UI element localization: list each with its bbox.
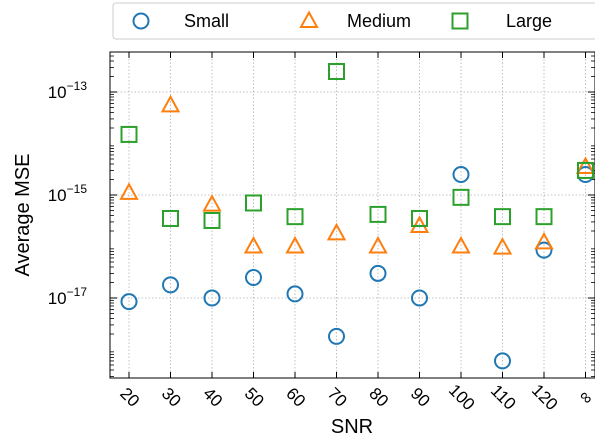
small-point [494,352,511,370]
legend-label-large: Large [506,11,552,31]
x-axis: 20 30 40 50 60 70 80 90 100 110 120 ∞ [116,52,595,414]
data-points [119,63,595,370]
x-tick-label: 30 [158,384,185,411]
legend: Small Medium Large [112,2,595,40]
medium-point [119,182,139,200]
large-point [120,125,138,143]
y-axis-title: Average MSE [12,153,34,276]
legend-label-small: Small [184,11,229,31]
medium-point [160,94,181,113]
x-tick-label: 20 [116,384,143,411]
y-tick-label: 10−15 [48,182,88,205]
large-point [203,211,221,229]
medium-point [451,235,471,254]
large-point [411,209,428,227]
plot-frame [109,51,595,379]
x-tick-label: ∞ [575,386,595,408]
legend-marker-large [451,12,469,30]
medium-point [326,222,347,241]
medium-point [202,194,222,212]
x-tick-label: 90 [407,384,434,411]
small-point [120,293,138,311]
y-tick-label: 10−17 [48,285,88,308]
x-tick-label: 120 [528,381,561,414]
small-point [452,166,470,184]
small-point [535,241,553,259]
x-tick-label: 50 [241,384,268,411]
large-point [494,208,511,226]
medium-point [368,235,388,254]
medium-point [575,156,595,174]
small-point [162,276,179,294]
medium-point [285,235,305,254]
small-point [245,269,262,287]
large-point [162,209,179,227]
x-tick-label: 80 [365,384,392,411]
x-tick-label: 70 [324,384,351,411]
x-tick-label: 110 [487,381,520,414]
x-axis-title: SNR [331,416,373,438]
large-point [245,194,262,212]
y-tick-label: 10−13 [48,79,88,102]
x-tick-label: 60 [282,384,309,411]
small-point [203,289,221,307]
medium-point [243,235,264,254]
large-point [535,208,553,226]
small-point [286,285,304,303]
legend-label-medium: Medium [347,11,411,31]
small-point [328,327,345,345]
x-tick-label: 40 [199,384,226,411]
grid-lines [110,52,595,378]
legend-marker-small [132,12,150,30]
large-point [452,188,470,206]
medium-point [409,215,430,234]
medium-point [534,231,554,250]
minor-ticks [110,55,595,377]
legend-marker-medium [299,10,319,28]
legend-box [112,2,595,40]
small-point [411,289,428,307]
large-point [369,205,387,223]
y-axis: 10−13 10−15 10−17 [48,79,595,308]
x-tick-label: 100 [445,381,478,414]
small-point [369,264,387,282]
medium-point [492,237,513,255]
large-point [286,208,304,226]
large-point [577,161,594,179]
large-point [328,63,345,81]
